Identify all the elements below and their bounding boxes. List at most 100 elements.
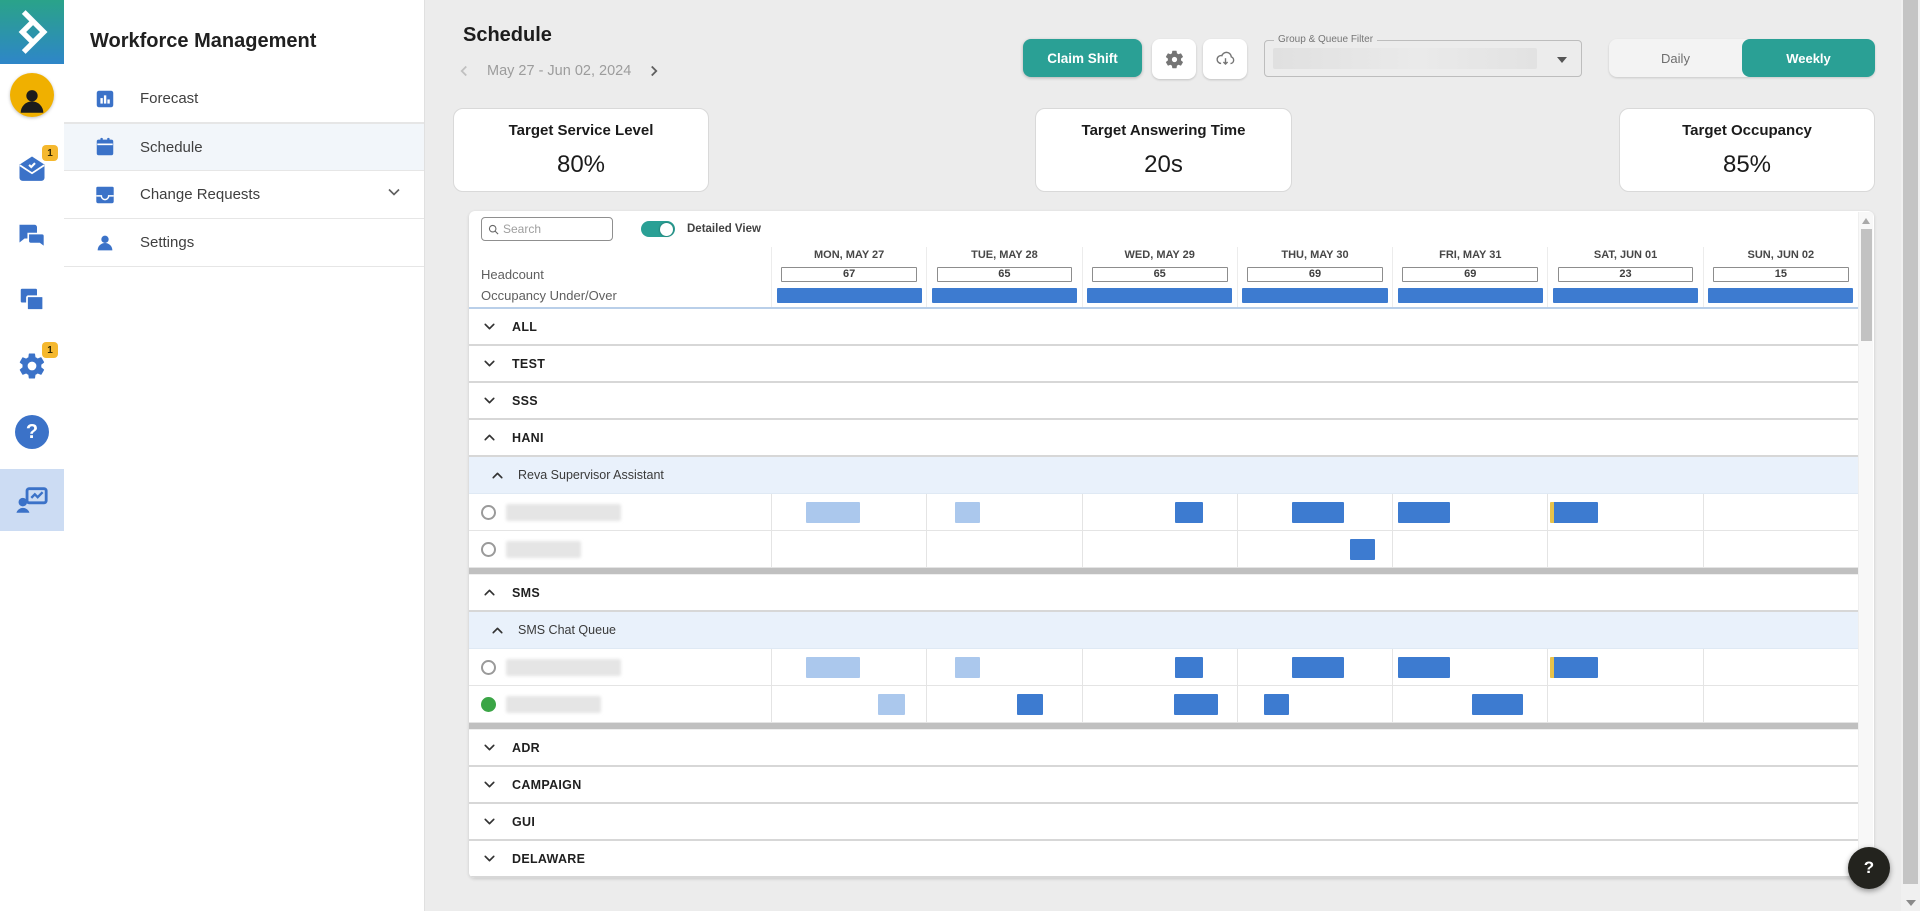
- chevron-up-icon[interactable]: [481, 429, 498, 446]
- schedule-cell[interactable]: [1392, 531, 1547, 567]
- sidebar-item-forecast[interactable]: Forecast: [64, 75, 424, 123]
- schedule-cell[interactable]: [1702, 686, 1858, 722]
- schedule-cell[interactable]: [1547, 686, 1702, 722]
- schedule-cell[interactable]: [1081, 531, 1237, 567]
- status-open-icon[interactable]: [481, 504, 496, 520]
- help-fab[interactable]: ?: [1848, 847, 1890, 889]
- shift-bar[interactable]: [805, 502, 860, 523]
- schedule-cell[interactable]: [1702, 494, 1858, 530]
- chevron-down-icon[interactable]: [481, 813, 498, 830]
- shift-bar[interactable]: [1350, 539, 1376, 560]
- shift-bar[interactable]: [1397, 502, 1451, 523]
- status-active-icon[interactable]: [481, 696, 496, 712]
- chevron-up-icon[interactable]: [489, 622, 506, 639]
- schedule-cell[interactable]: [1081, 686, 1237, 722]
- schedule-cell[interactable]: [1081, 649, 1237, 685]
- chevron-down-icon[interactable]: [481, 392, 498, 409]
- group-row-campaign[interactable]: CAMPAIGN: [469, 767, 1858, 804]
- page-scrollbar-thumb[interactable]: [1903, 0, 1918, 884]
- group-row-gui[interactable]: GUI: [469, 804, 1858, 841]
- chevron-up-icon[interactable]: [489, 467, 506, 484]
- group-row-adr[interactable]: ADR: [469, 730, 1858, 767]
- status-open-icon[interactable]: [481, 659, 496, 675]
- group-row-sss[interactable]: SSS: [469, 383, 1858, 420]
- queue-row[interactable]: Reva Supervisor Assistant: [469, 457, 1858, 494]
- horizontal-scrollbar-thumb[interactable]: [469, 568, 1858, 574]
- chevron-right-icon[interactable]: [645, 62, 663, 80]
- schedule-cell[interactable]: [926, 531, 1081, 567]
- shift-bar[interactable]: [878, 694, 905, 715]
- group-row-all[interactable]: ALL: [469, 309, 1858, 346]
- group-row-sms[interactable]: SMS: [469, 575, 1858, 612]
- search-input[interactable]: [503, 222, 603, 236]
- scroll-up-arrow-icon[interactable]: [1862, 218, 1870, 224]
- shift-bar[interactable]: [955, 657, 980, 678]
- shift-bar[interactable]: [1471, 694, 1523, 715]
- sidebar-item-change-requests[interactable]: Change Requests: [64, 171, 424, 219]
- schedule-cell[interactable]: [1547, 649, 1702, 685]
- schedule-cell[interactable]: [1081, 494, 1237, 530]
- claim-shift-button[interactable]: Claim Shift: [1023, 39, 1142, 77]
- shift-bar[interactable]: [1549, 502, 1598, 523]
- chevron-down-icon[interactable]: [481, 318, 498, 335]
- chevron-left-icon[interactable]: [455, 62, 473, 80]
- rail-wfm-active[interactable]: [0, 469, 64, 531]
- group-queue-filter[interactable]: Group & Queue Filter: [1264, 34, 1582, 77]
- schedule-cell[interactable]: [1547, 531, 1702, 567]
- schedule-cell[interactable]: [1702, 531, 1858, 567]
- dropdown-arrow-icon[interactable]: [1557, 57, 1567, 63]
- shift-bar[interactable]: [1173, 694, 1219, 715]
- schedule-cell[interactable]: [926, 494, 1081, 530]
- chevron-down-icon[interactable]: [481, 739, 498, 756]
- chevron-up-icon[interactable]: [481, 584, 498, 601]
- shift-bar[interactable]: [955, 502, 980, 523]
- schedule-cell[interactable]: [771, 531, 926, 567]
- rail-approvals[interactable]: 1: [0, 145, 64, 186]
- avatar[interactable]: [10, 73, 54, 117]
- vertical-scrollbar[interactable]: [1858, 212, 1873, 877]
- search-box[interactable]: [481, 217, 613, 241]
- shift-bar[interactable]: [1264, 694, 1289, 715]
- shift-bar[interactable]: [1291, 657, 1345, 678]
- schedule-cell[interactable]: [1392, 686, 1547, 722]
- detailed-view-toggle[interactable]: [641, 221, 675, 237]
- chevron-down-icon[interactable]: [481, 776, 498, 793]
- download-button[interactable]: [1203, 39, 1247, 79]
- schedule-cell[interactable]: [1392, 649, 1547, 685]
- group-row-test[interactable]: TEST: [469, 346, 1858, 383]
- shift-bar[interactable]: [1397, 657, 1451, 678]
- page-scrollbar[interactable]: [1901, 0, 1920, 911]
- chevron-down-icon[interactable]: [481, 850, 498, 867]
- app-logo[interactable]: [0, 0, 64, 64]
- horizontal-scrollbar[interactable]: [469, 568, 1858, 575]
- daily-button[interactable]: Daily: [1609, 39, 1742, 77]
- shift-bar[interactable]: [1549, 657, 1598, 678]
- rail-windows[interactable]: [0, 283, 64, 317]
- shift-bar[interactable]: [1291, 502, 1345, 523]
- rail-messages[interactable]: [0, 219, 64, 253]
- shift-bar[interactable]: [805, 657, 860, 678]
- shift-bar[interactable]: [1016, 694, 1043, 715]
- horizontal-scrollbar-thumb[interactable]: [469, 723, 1858, 729]
- schedule-cell[interactable]: [1702, 649, 1858, 685]
- rail-help[interactable]: ?: [0, 415, 64, 449]
- chevron-down-icon[interactable]: [384, 182, 404, 207]
- schedule-cell[interactable]: [1392, 494, 1547, 530]
- schedule-cell[interactable]: [926, 686, 1081, 722]
- rail-profile[interactable]: [0, 73, 64, 117]
- schedule-cell[interactable]: [1236, 686, 1392, 722]
- schedule-cell[interactable]: [926, 649, 1081, 685]
- rail-admin-settings[interactable]: 1: [0, 342, 64, 383]
- group-row-hani[interactable]: HANI: [469, 420, 1858, 457]
- schedule-settings-button[interactable]: [1152, 39, 1196, 79]
- queue-row[interactable]: SMS Chat Queue: [469, 612, 1858, 649]
- sidebar-item-settings[interactable]: Settings: [64, 219, 424, 267]
- schedule-cell[interactable]: [1236, 649, 1392, 685]
- shift-bar[interactable]: [1175, 502, 1203, 523]
- schedule-cell[interactable]: [1236, 531, 1392, 567]
- scroll-down-arrow-icon[interactable]: [1906, 900, 1916, 906]
- sidebar-item-schedule[interactable]: Schedule: [64, 123, 424, 171]
- group-row-delaware[interactable]: DELAWARE: [469, 841, 1858, 878]
- schedule-cell[interactable]: [771, 686, 926, 722]
- chevron-down-icon[interactable]: [481, 355, 498, 372]
